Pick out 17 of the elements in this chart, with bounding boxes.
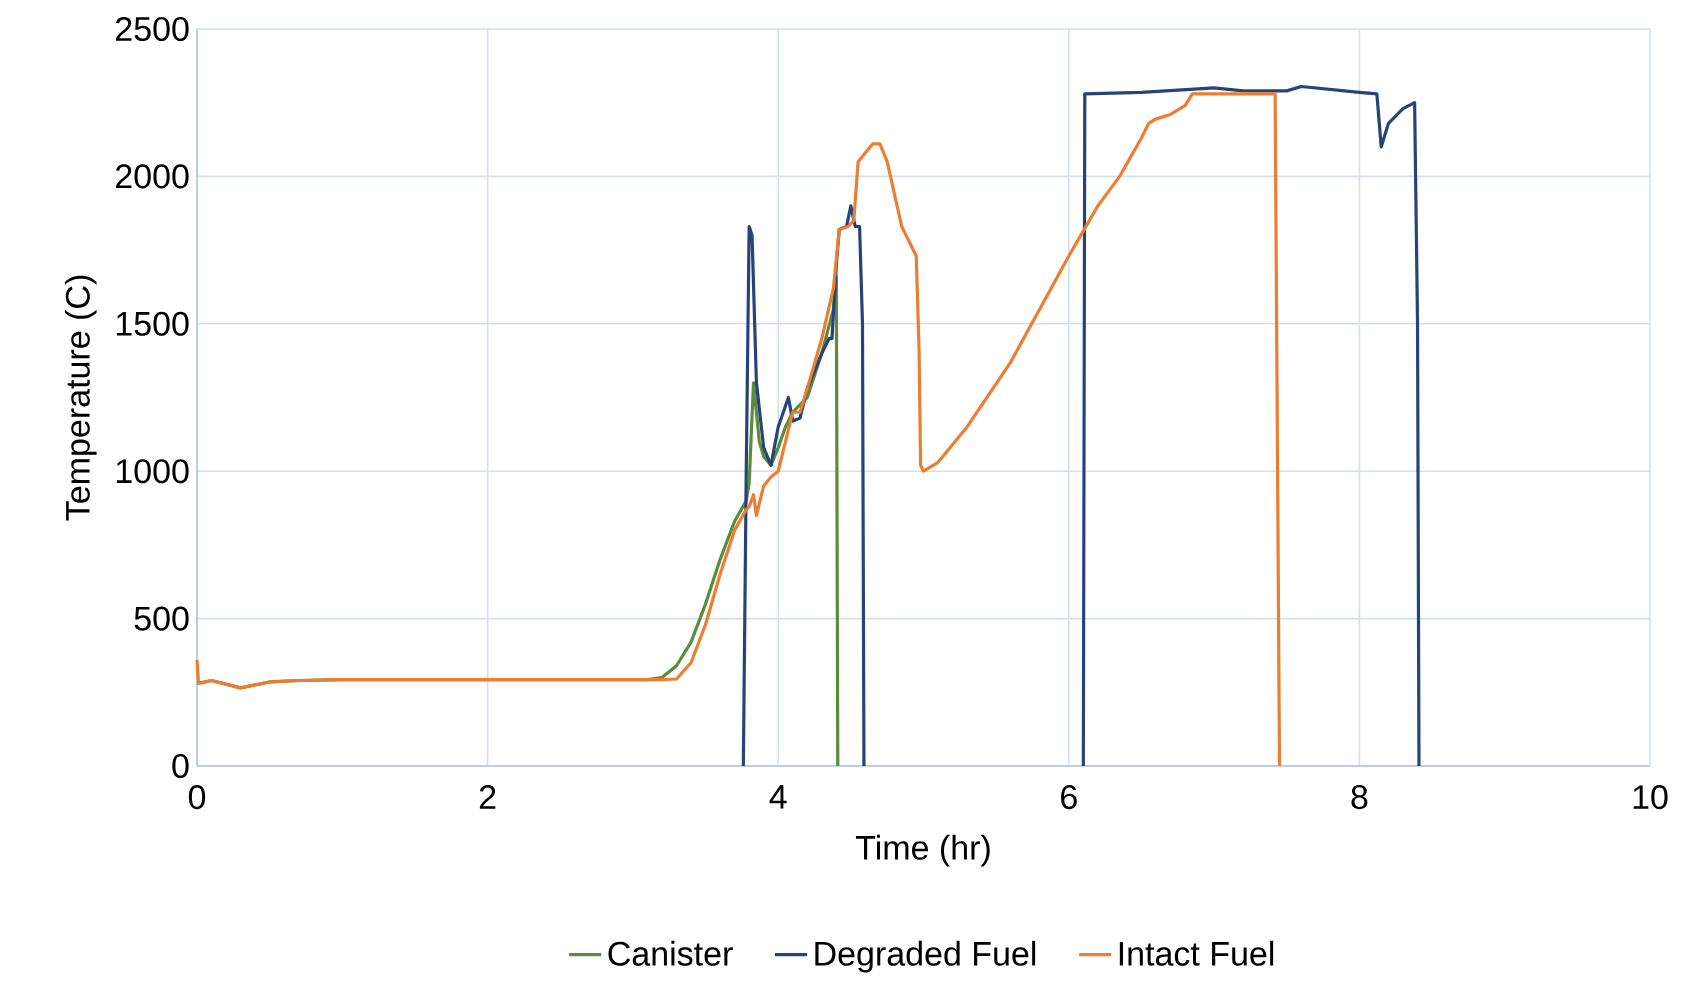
x-tick-label: 0 xyxy=(188,785,206,810)
y-tick-label: 500 xyxy=(134,606,189,631)
y-tick-label: 1000 xyxy=(116,459,189,484)
x-tick-label: 6 xyxy=(1061,785,1077,810)
x-tick-label: 10 xyxy=(1633,785,1668,810)
y-tick-label: 0 xyxy=(172,753,189,779)
x-axis-title: Time (hr) xyxy=(855,834,990,867)
y-tick-label: 2000 xyxy=(116,164,189,189)
x-tick-label: 4 xyxy=(769,785,787,809)
x-tick-label: 2 xyxy=(479,785,496,809)
x-tick-label: 8 xyxy=(1351,785,1368,810)
y-tick-label: 2500 xyxy=(116,16,189,42)
legend-label: Degraded Fuel xyxy=(815,940,1036,973)
y-tick-label: 1500 xyxy=(116,311,189,336)
legend-label: Intact Fuel xyxy=(1119,940,1274,966)
y-axis-title: Temperature (C) xyxy=(64,275,97,521)
legend-label: Canister xyxy=(608,940,733,966)
